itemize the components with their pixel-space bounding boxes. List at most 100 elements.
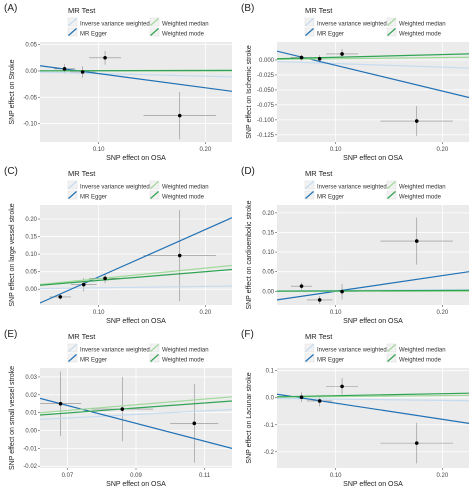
x-tick-label: 0.11: [199, 473, 211, 479]
legend-label-median: Weighted median: [399, 348, 446, 354]
data-point: [81, 282, 86, 287]
y-tick-label: 0.00: [25, 69, 37, 75]
regression-line-mode: [277, 53, 469, 60]
y-tick-label: 0.03: [25, 375, 37, 381]
regression-line-mode: [277, 392, 469, 398]
legend-key-egger: [305, 28, 314, 36]
panel-label: (D): [241, 166, 255, 177]
x-axis-title: SNP effect on OSA: [106, 318, 166, 325]
legend-label-egger: MR Egger: [80, 195, 107, 201]
x-tick-label: 0.10: [93, 147, 105, 153]
legend-label-egger: MR Egger: [80, 32, 107, 38]
legend-key-mode: [150, 191, 159, 199]
x-tick-label: 0.20: [199, 147, 211, 153]
legend-key-median: [387, 344, 396, 352]
legend-label-ivw: Inverse variance weighted: [317, 348, 387, 354]
y-tick-label: 0.01: [25, 411, 37, 417]
regression-line-median: [40, 264, 232, 286]
panel-b: (B) MR Test Inverse variance weighted Weigh…: [241, 3, 469, 162]
y-tick-label: -0.01: [23, 446, 37, 452]
legend-title: MR Test: [305, 169, 333, 178]
legend-key-median: [387, 18, 396, 26]
y-tick-label: -0.02: [23, 464, 37, 470]
y-tick-label: -0.100: [257, 118, 275, 124]
legend-key-mode: [150, 354, 159, 362]
legend-title: MR Test: [305, 332, 333, 341]
legend-label-median: Weighted median: [162, 185, 209, 191]
x-axis-title: SNP effect on OSA: [106, 155, 166, 162]
plot-area: [40, 368, 232, 468]
y-tick-label: 0.05: [25, 270, 37, 276]
legend-key-egger: [68, 191, 77, 199]
y-tick-label: -0.1: [264, 423, 275, 429]
y-tick-label: -0.050: [257, 88, 275, 94]
legend-label-egger: MR Egger: [80, 358, 107, 364]
legend: MR Test Inverse variance weighted Weighted…: [67, 332, 209, 364]
panel-f: (F) MR Test Inverse variance weighted Weigh…: [241, 329, 469, 488]
y-tick-label: -0.075: [257, 103, 275, 109]
data-point: [103, 55, 107, 60]
legend-label-median: Weighted median: [399, 185, 446, 191]
legend-title: MR Test: [68, 6, 96, 15]
legend-key-ivw: [68, 344, 77, 352]
y-tick-label: 0.05: [262, 270, 274, 276]
legend-label-mode: Weighted mode: [162, 32, 205, 38]
x-tick-label: 0.20: [199, 310, 211, 316]
data-point: [58, 295, 63, 299]
x-tick-label: 0.10: [330, 147, 342, 153]
regression-line-egger: [40, 397, 232, 449]
legend-key-mode: [387, 354, 396, 362]
legend-label-mode: Weighted mode: [162, 195, 205, 201]
legend-key-mode: [387, 28, 396, 36]
plot-area: [40, 205, 232, 305]
y-tick-label: 0.1: [266, 369, 275, 375]
panel-e: (E) MR Test Inverse variance weighted Weigh…: [4, 329, 232, 488]
regression-line-median: [40, 396, 232, 414]
x-tick-label: 0.10: [330, 310, 342, 316]
x-axis-title: SNP effect on OSA: [343, 155, 403, 162]
legend-key-egger: [305, 191, 314, 199]
panel-label: (A): [4, 3, 17, 14]
data-point: [299, 55, 304, 60]
y-tick-label: -0.05: [23, 95, 37, 101]
x-tick-label: 0.20: [436, 147, 448, 153]
plot-background: [277, 205, 469, 305]
data-point: [299, 395, 304, 399]
legend-label-median: Weighted median: [162, 348, 209, 354]
legend-label-ivw: Inverse variance weighted: [80, 22, 150, 28]
panel-c: (C) MR Test Inverse variance weighted Weigh…: [4, 166, 232, 325]
data-point: [299, 284, 304, 288]
plot-area: [40, 42, 232, 142]
regression-line-mode: [40, 268, 232, 286]
legend: MR Test Inverse variance weighted Weighted…: [67, 169, 209, 201]
y-tick-label: -0.10: [23, 122, 37, 128]
panel-label: (E): [4, 329, 17, 340]
x-tick-label: 0.20: [436, 310, 448, 316]
y-tick-label: 0.10: [262, 250, 274, 256]
legend-key-egger: [68, 28, 77, 36]
data-point: [192, 421, 197, 426]
plot-area: [277, 205, 469, 305]
legend-key-ivw: [305, 181, 314, 189]
y-tick-label: 0.00: [25, 287, 37, 293]
regression-line-egger: [277, 393, 469, 424]
y-tick-label: 0.15: [25, 235, 37, 241]
legend-key-ivw: [305, 18, 314, 26]
data-point: [62, 67, 67, 71]
y-tick-label: 0.05: [25, 43, 37, 49]
regression-line-ivw: [40, 408, 232, 421]
y-tick-label: -0.125: [257, 133, 275, 139]
x-tick-label: 0.07: [62, 473, 74, 479]
y-axis-title: SNP effect on large vessel stroke: [9, 203, 16, 306]
y-axis-title: SNP effect on Ischemic stroke: [246, 45, 253, 139]
regression-line-egger: [277, 271, 469, 301]
panel-label: (B): [241, 3, 254, 14]
y-tick-label: 0.10: [25, 252, 37, 258]
x-axis-title: SNP effect on OSA: [106, 481, 166, 488]
y-tick-label: 0.02: [25, 393, 37, 399]
plot-area: [277, 368, 469, 468]
y-tick-label: 0.15: [262, 230, 274, 236]
legend-key-median: [150, 344, 159, 352]
legend-key-ivw: [68, 18, 77, 26]
